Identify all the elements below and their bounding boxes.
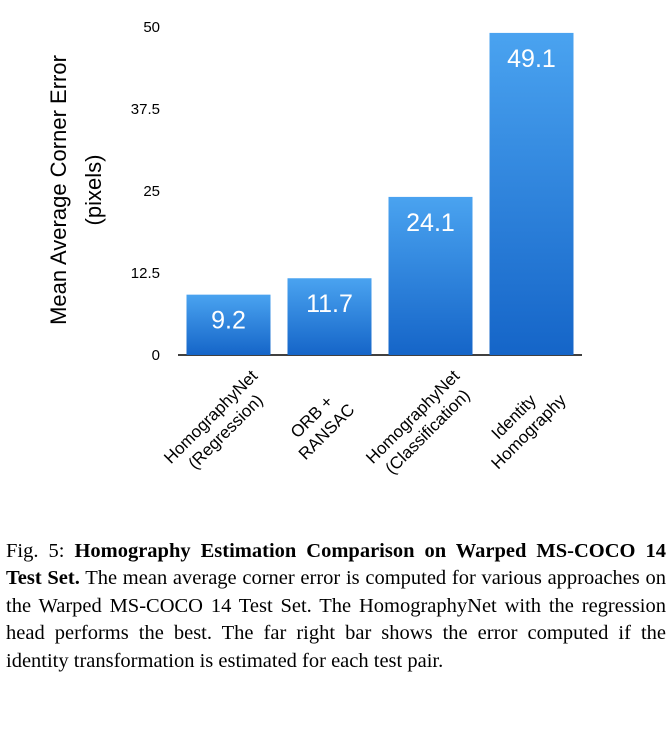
bar	[186, 294, 271, 355]
y-axis-ticks: 0 12.5 25 37.5 50	[131, 19, 160, 364]
y-axis-label: Mean Average Corner Error (pixels)	[46, 55, 106, 325]
y-axis-label-line: (pixels)	[81, 155, 106, 226]
caption-prefix: Fig. 5:	[6, 540, 75, 562]
y-tick-label: 25	[143, 183, 160, 200]
y-tick-label: 37.5	[131, 101, 160, 118]
category-label: HomographyNet(Regression)	[160, 366, 266, 473]
y-tick-label: 0	[152, 347, 160, 364]
bar-value-label: 9.2	[211, 307, 246, 335]
y-tick-label: 50	[143, 19, 160, 36]
y-tick-label: 12.5	[131, 265, 160, 282]
bar	[287, 278, 372, 355]
bar-value-label: 24.1	[406, 209, 455, 237]
bar-chart: Mean Average Corner Error (pixels) 0 12.5 2…	[46, 19, 582, 478]
bar-value-label: 49.1	[507, 45, 556, 73]
bar-value-label: 11.7	[306, 290, 353, 318]
x-axis-categories: HomographyNet(Regression) ORB +RANSAC Homo…	[160, 366, 570, 478]
category-label: HomographyNet(Classification)	[362, 366, 473, 478]
caption-title: Homography Estimation Comparison on Warp…	[6, 540, 667, 590]
y-axis-label-line: Mean Average Corner Error	[46, 55, 71, 325]
bar	[489, 32, 574, 356]
caption-text: The mean average corner error is compute…	[6, 567, 666, 672]
figure-caption: Fig. 5: Homography Estimation Comparison…	[6, 538, 666, 675]
bar	[388, 196, 473, 355]
bars: 9.2 11.7 24.1 49.1	[186, 32, 574, 356]
category-label: ORB +RANSAC	[287, 392, 359, 464]
